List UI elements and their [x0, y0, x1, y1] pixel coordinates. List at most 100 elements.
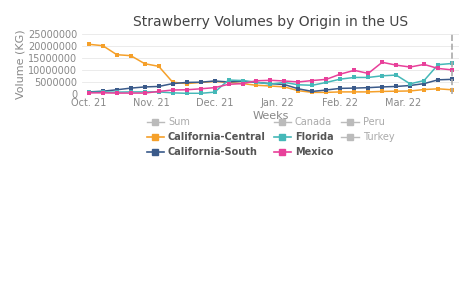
Line: California-Central: California-Central [87, 42, 454, 95]
Mexico [393, 63, 399, 67]
California-South [184, 81, 190, 84]
California-Central [170, 80, 175, 84]
California-Central [365, 90, 371, 94]
Florida [100, 90, 106, 94]
Mexico [114, 91, 119, 95]
California-Central [310, 91, 315, 94]
Florida [379, 74, 385, 77]
California-South [254, 81, 259, 84]
California-South [295, 87, 301, 90]
Mexico [170, 88, 175, 92]
Florida [114, 90, 119, 94]
Florida [268, 82, 273, 86]
California-South [449, 77, 455, 81]
Line: California-South: California-South [87, 77, 454, 94]
California-Central [128, 54, 134, 57]
Mexico [128, 91, 134, 95]
Florida [435, 63, 441, 66]
Mexico [240, 82, 246, 85]
California-South [323, 88, 329, 92]
California-South [337, 87, 343, 90]
Florida [407, 82, 413, 86]
Mexico [86, 91, 91, 95]
California-Central [86, 42, 91, 46]
California-Central [100, 44, 106, 47]
Florida [282, 81, 287, 84]
California-South [379, 85, 385, 89]
Mexico [421, 63, 427, 66]
California-Central [435, 87, 441, 90]
California-South [393, 85, 399, 88]
Mexico [449, 68, 455, 71]
California-South [421, 82, 427, 85]
Mexico [351, 69, 357, 72]
California-South [435, 78, 441, 82]
California-South [268, 82, 273, 85]
X-axis label: Weeks: Weeks [252, 111, 289, 121]
California-South [351, 86, 357, 90]
Florida [128, 90, 134, 94]
California-Central [142, 62, 147, 65]
California-Central [449, 88, 455, 92]
Florida [337, 77, 343, 81]
California-Central [268, 84, 273, 88]
Mexico [226, 83, 231, 86]
Mexico [156, 90, 162, 93]
California-Central [240, 82, 246, 85]
Mexico [323, 77, 329, 81]
Mexico [379, 61, 385, 64]
California-South [100, 90, 106, 93]
California-South [156, 85, 162, 88]
Florida [212, 90, 218, 94]
Florida [295, 83, 301, 86]
Line: Mexico: Mexico [87, 60, 454, 95]
California-Central [156, 65, 162, 68]
California-Central [114, 53, 119, 57]
California-South [240, 79, 246, 83]
California-South [226, 80, 231, 84]
California-Central [421, 88, 427, 91]
Mexico [365, 72, 371, 75]
Mexico [407, 65, 413, 69]
Mexico [184, 88, 190, 92]
Mexico [435, 67, 441, 70]
Mexico [268, 79, 273, 82]
Florida [142, 90, 147, 94]
California-Central [226, 81, 231, 84]
Florida [170, 91, 175, 95]
California-South [128, 86, 134, 90]
California-Central [184, 82, 190, 85]
Florida [86, 91, 91, 94]
Mexico [100, 91, 106, 95]
California-Central [323, 91, 329, 94]
Florida [198, 92, 203, 95]
California-South [170, 82, 175, 85]
California-Central [254, 84, 259, 87]
California-Central [198, 81, 203, 84]
Mexico [198, 87, 203, 90]
California-South [310, 90, 315, 93]
Mexico [310, 79, 315, 82]
Line: Florida: Florida [87, 61, 454, 96]
California-South [407, 84, 413, 87]
Mexico [295, 80, 301, 84]
Florida [184, 92, 190, 95]
Florida [421, 79, 427, 82]
Florida [449, 62, 455, 65]
Florida [365, 76, 371, 79]
Florida [310, 84, 315, 87]
Title: Strawberry Volumes by Origin in the US: Strawberry Volumes by Origin in the US [133, 15, 408, 29]
California-South [212, 79, 218, 83]
Mexico [254, 79, 259, 82]
Mexico [282, 79, 287, 83]
California-South [282, 83, 287, 86]
Mexico [142, 91, 147, 95]
Florida [226, 78, 231, 82]
California-Central [295, 89, 301, 92]
California-Central [351, 90, 357, 94]
California-Central [393, 90, 399, 93]
Florida [351, 76, 357, 79]
California-Central [212, 80, 218, 83]
Mexico [212, 86, 218, 89]
California-Central [337, 90, 343, 94]
